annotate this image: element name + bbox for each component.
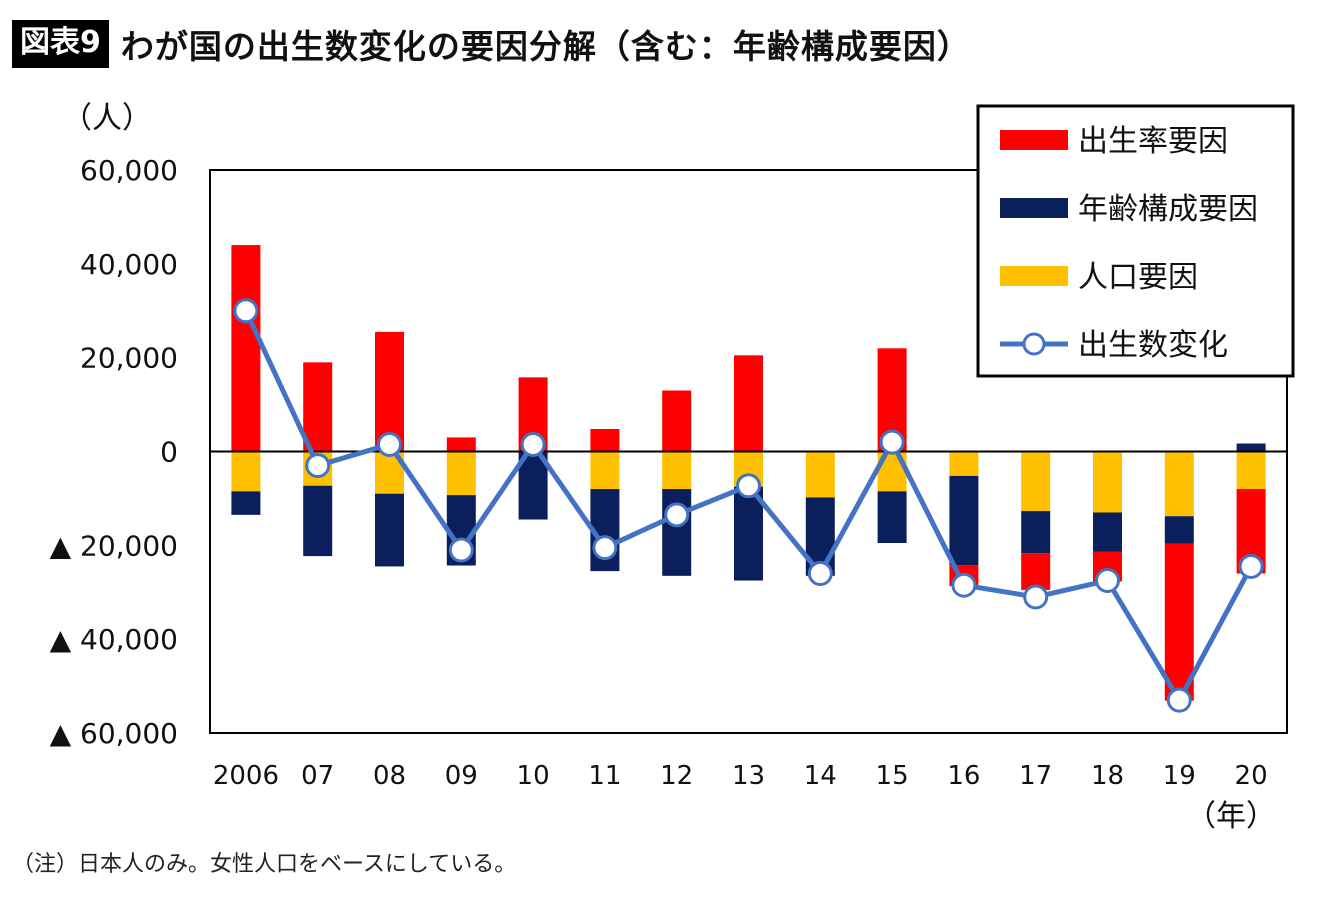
bar-birthrate-12 <box>662 390 692 452</box>
x-tick-label: 19 <box>1163 761 1196 791</box>
x-tick-label: 2006 <box>213 761 279 791</box>
bar-population-16 <box>949 451 979 476</box>
y-tick-label: 20,000 <box>80 342 178 375</box>
bar-birthrate-11 <box>590 428 620 452</box>
x-tick-label: 15 <box>876 761 909 791</box>
x-tick-label: 12 <box>660 761 693 791</box>
x-tick-label: 16 <box>947 761 980 791</box>
x-tick-label: 09 <box>445 761 478 791</box>
bar-birthrate-08 <box>375 331 404 452</box>
legend-label-line: 出生数変化 <box>1078 328 1228 363</box>
point-birth-change-09 <box>448 537 474 563</box>
point-birth-change-20 <box>1238 553 1264 579</box>
point-birth-change-2006 <box>233 298 259 324</box>
legend-label-population: 人口要因 <box>1078 260 1198 295</box>
bar-age-07 <box>303 485 333 557</box>
figure-badge: 図表9 <box>12 20 109 68</box>
bar-birthrate-2006 <box>231 245 261 452</box>
bar-age-12 <box>662 489 692 576</box>
point-birth-change-07 <box>305 453 331 479</box>
line-layer <box>233 298 1264 713</box>
x-axis-ticks: 2006 07 08 09 10 11 12 13 14 15 16 17 18 19 20 <box>213 761 1268 791</box>
bar-population-12 <box>662 451 692 490</box>
point-birth-change-19 <box>1166 687 1192 713</box>
bar-birthrate-19 <box>1164 543 1194 701</box>
y-tick-label: ▲ 40,000 <box>50 623 178 656</box>
point-birth-change-11 <box>592 535 618 561</box>
x-axis-unit: （年） <box>1186 799 1276 834</box>
bar-age-16 <box>949 475 979 566</box>
bar-population-14 <box>805 451 835 498</box>
bar-population-20 <box>1236 451 1266 490</box>
point-birth-change-12 <box>664 502 690 528</box>
y-tick-label: 40,000 <box>80 248 178 281</box>
x-tick-label: 20 <box>1235 761 1268 791</box>
x-tick-label: 10 <box>517 761 550 791</box>
x-tick-label: 07 <box>301 761 334 791</box>
legend-box <box>976 104 1295 378</box>
y-tick-label: 60,000 <box>80 154 178 187</box>
legend-swatch-birthrate <box>1000 130 1068 150</box>
chart-title: わが国の出生数変化の要因分解（含む：年齢構成要因） <box>120 27 971 66</box>
footnote: （注）日本人のみ。女性人口をベースにしている。 <box>12 852 517 877</box>
point-birth-change-08 <box>377 431 402 457</box>
bar-age-2006 <box>231 491 261 515</box>
bar-age-08 <box>375 493 404 567</box>
point-birth-change-14 <box>807 560 833 586</box>
point-birth-change-13 <box>736 473 761 499</box>
bar-population-11 <box>590 451 620 490</box>
point-birth-change-15 <box>879 429 905 455</box>
title-row: 図表9 わが国の出生数変化の要因分解（含む：年齢構成要因） <box>12 18 971 70</box>
y-axis-ticks: 60,000 40,000 20,000 0 ▲ 20,000 ▲ 40,000 ▲ 60,… <box>50 154 178 750</box>
legend-label-birthrate: 出生率要因 <box>1078 124 1228 159</box>
bar-age-17 <box>1021 511 1051 554</box>
legend-label-age: 年齢構成要因 <box>1078 192 1258 227</box>
x-tick-label: 17 <box>1019 761 1052 791</box>
x-tick-label: 08 <box>373 761 406 791</box>
bar-birthrate-17 <box>1021 553 1051 590</box>
bar-birthrate-09 <box>446 437 476 452</box>
point-birth-change-17 <box>1023 584 1049 610</box>
bar-age-19 <box>1164 516 1194 544</box>
legend-swatch-age <box>1000 198 1068 218</box>
bar-population-18 <box>1093 451 1122 513</box>
bar-population-17 <box>1021 451 1051 512</box>
x-tick-label: 14 <box>804 761 837 791</box>
bar-population-19 <box>1164 451 1194 517</box>
bar-age-20 <box>1236 443 1266 452</box>
bar-birthrate-13 <box>734 355 763 452</box>
bar-age-13 <box>734 486 763 581</box>
y-tick-label: ▲ 60,000 <box>50 717 178 750</box>
point-birth-change-18 <box>1095 568 1120 594</box>
bar-age-18 <box>1093 512 1122 552</box>
legend-swatch-marker <box>1022 332 1046 356</box>
point-birth-change-10 <box>520 431 546 457</box>
x-tick-label: 13 <box>732 761 765 791</box>
bar-population-09 <box>446 451 476 496</box>
y-tick-label: ▲ 20,000 <box>50 529 178 562</box>
bar-population-2006 <box>231 451 261 492</box>
x-tick-label: 11 <box>588 761 621 791</box>
legend-swatch-population <box>1000 266 1068 286</box>
x-tick-label: 18 <box>1091 761 1124 791</box>
y-axis-unit: （人） <box>62 101 152 136</box>
bar-birthrate-07 <box>303 362 333 452</box>
point-birth-change-16 <box>951 572 977 598</box>
bar-age-15 <box>877 491 907 543</box>
y-tick-label: 0 <box>160 436 178 469</box>
